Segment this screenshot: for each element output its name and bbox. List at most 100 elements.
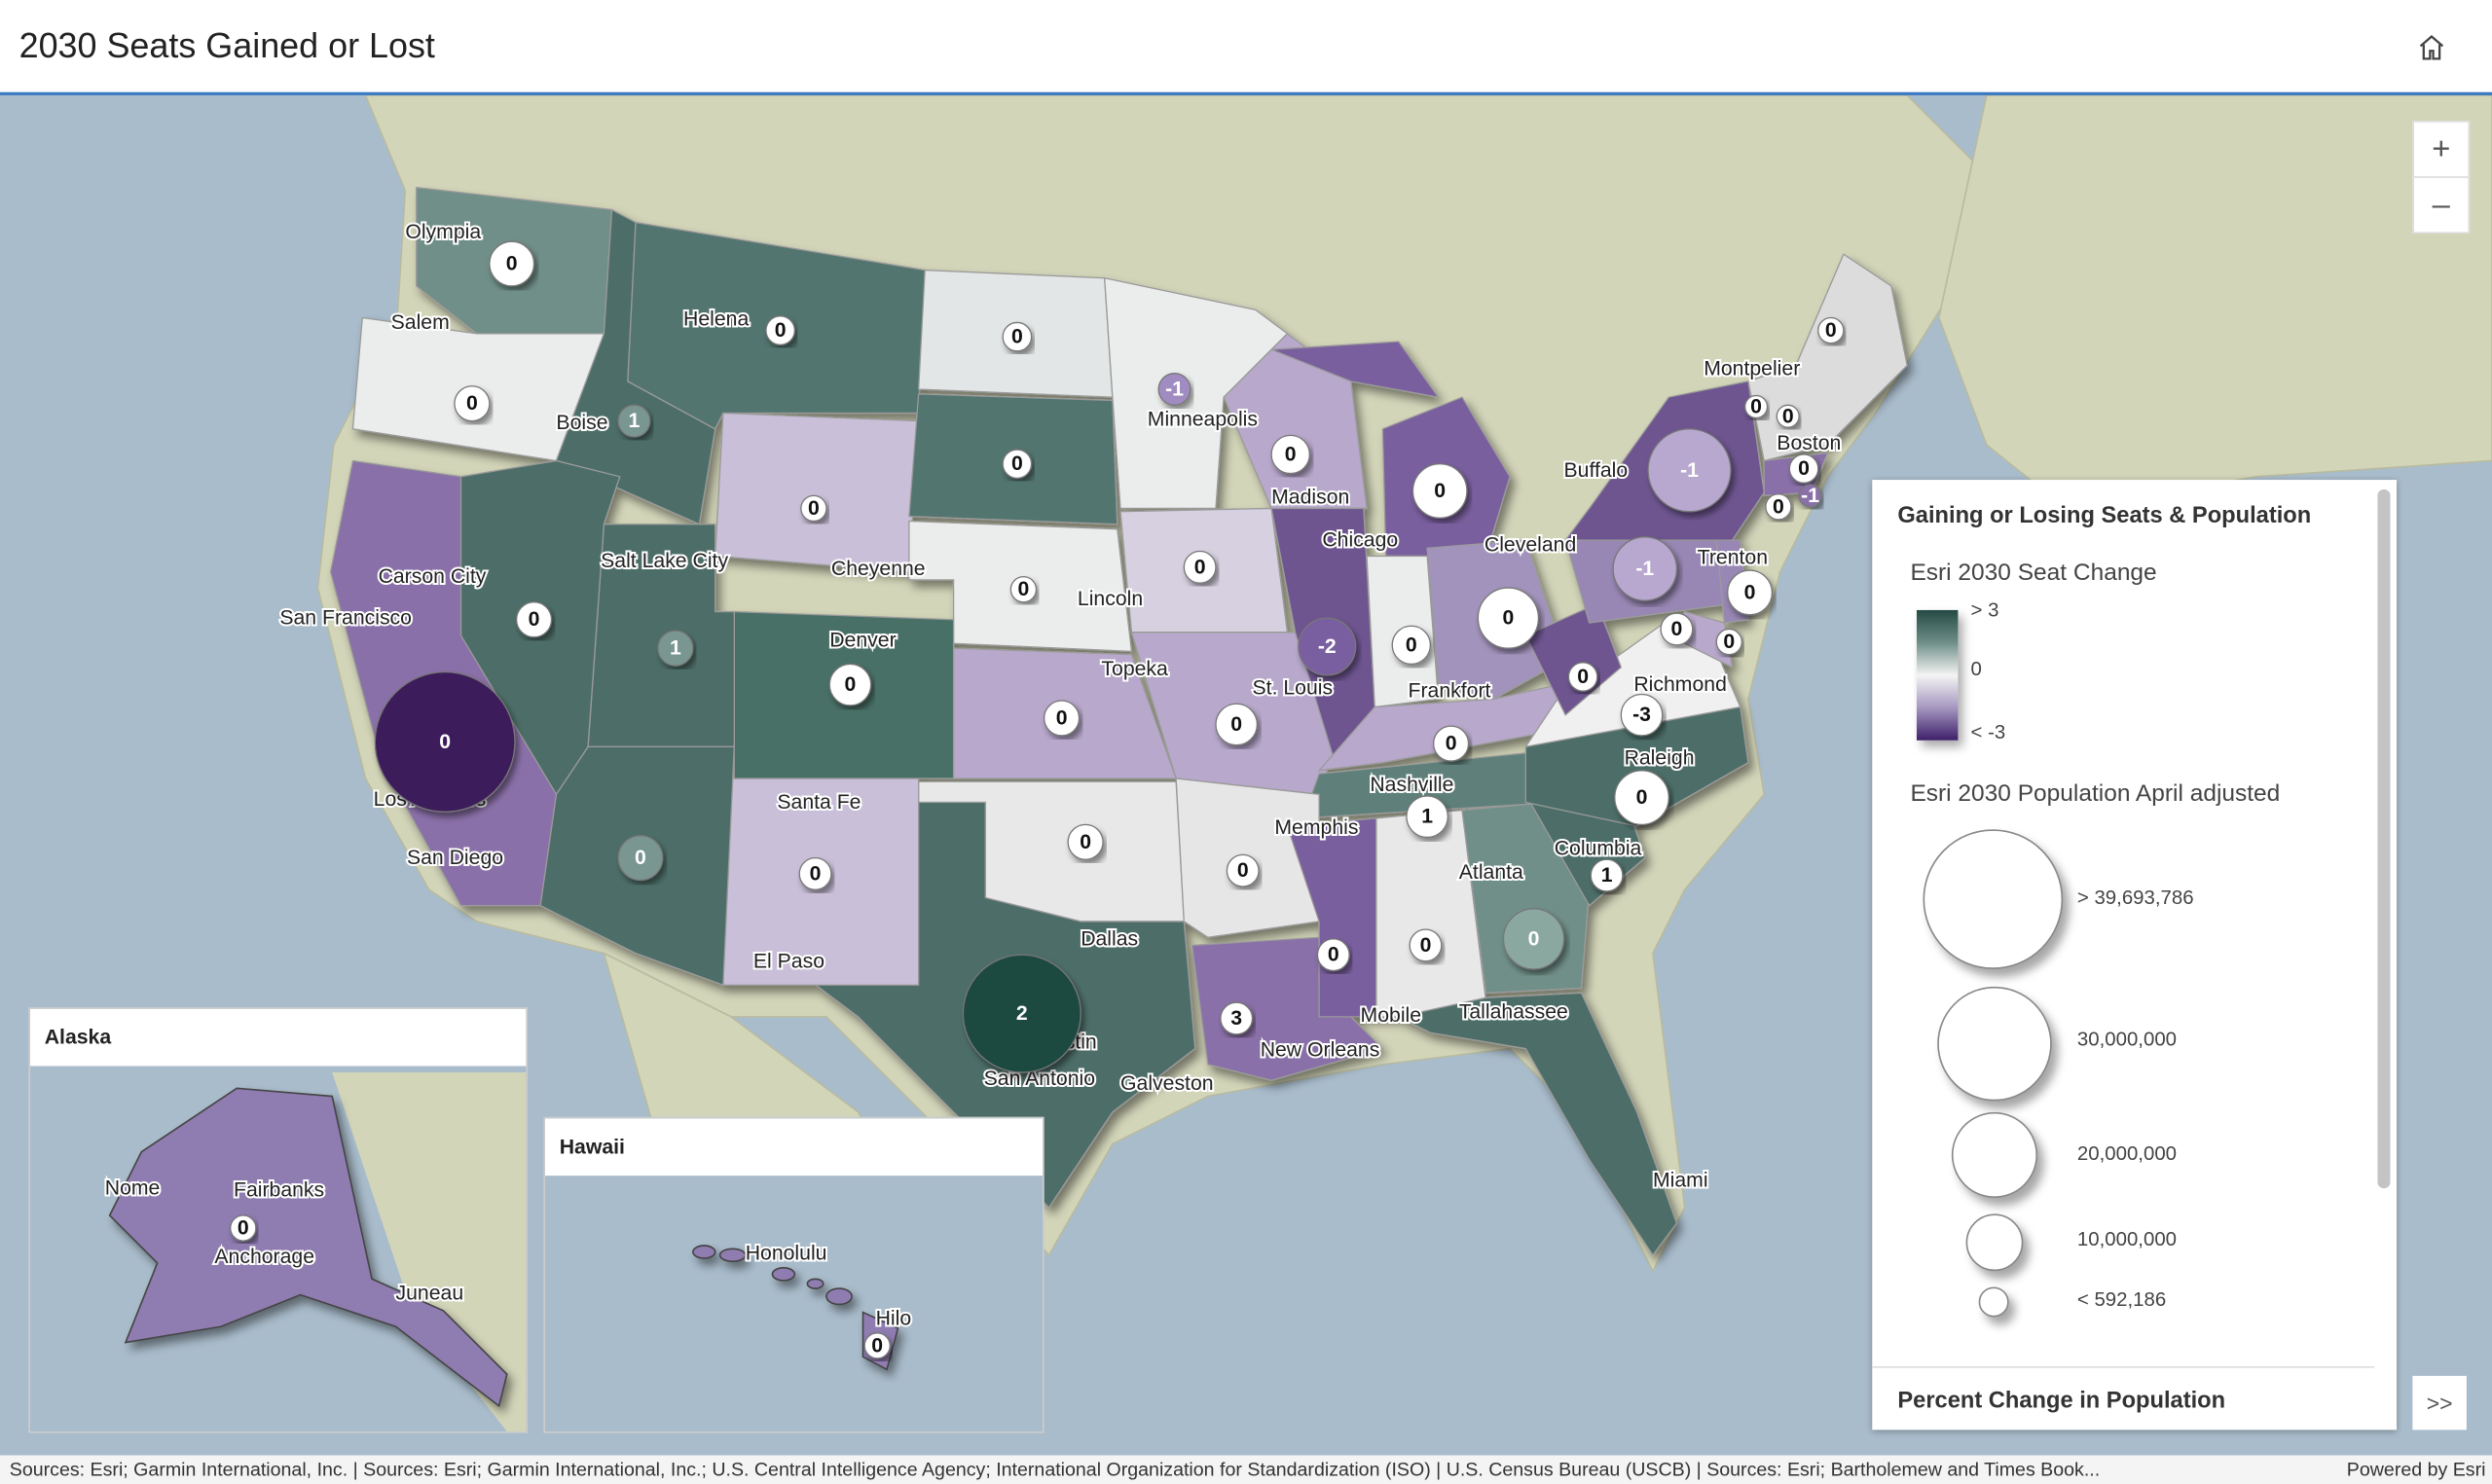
map-view[interactable]: Olympia Salem Helena Boise Minneapolis Carson…	[0, 94, 2492, 1456]
seat-change-bubble[interactable]: 0	[1477, 587, 1540, 649]
hawaii-inset[interactable]: Honolulu Hilo 0 Hawaii	[543, 1116, 1044, 1433]
bubble-circle[interactable]	[1002, 449, 1033, 480]
seat-change-bubble[interactable]: 0	[374, 670, 516, 813]
bubble-circle[interactable]	[1270, 434, 1310, 475]
seat-change-bubble[interactable]: 1	[1406, 795, 1448, 839]
seat-change-bubble[interactable]: 0	[1002, 449, 1033, 480]
seat-change-bubble[interactable]: 0	[1743, 394, 1769, 419]
bubble-circle[interactable]	[1391, 625, 1432, 666]
bubble-circle[interactable]	[962, 954, 1081, 1073]
home-icon[interactable]	[2416, 32, 2448, 64]
seat-change-bubble[interactable]: 0	[489, 240, 535, 287]
seat-change-bubble[interactable]: 0	[1226, 853, 1260, 887]
bubble-circle[interactable]	[515, 601, 553, 638]
seat-change-bubble[interactable]: 0	[1776, 404, 1800, 428]
seat-change-bubble[interactable]: 0	[1409, 928, 1443, 962]
seat-change-bubble[interactable]: -1	[1612, 536, 1678, 601]
seat-change-bubble[interactable]: 1	[617, 404, 651, 438]
bubble-circle[interactable]	[1743, 394, 1769, 419]
bubble-circle[interactable]	[489, 240, 535, 287]
seat-change-bubble[interactable]: 0	[1817, 316, 1845, 344]
bubble-circle[interactable]	[1612, 536, 1678, 601]
bubble-circle[interactable]	[1316, 938, 1350, 972]
state-region[interactable]	[1103, 276, 1289, 510]
zoom-out-button[interactable]: –	[2412, 176, 2471, 234]
seat-change-bubble[interactable]: 0	[230, 1214, 257, 1242]
seat-change-bubble[interactable]: 0	[800, 494, 827, 523]
seat-change-bubble[interactable]: 0	[798, 856, 832, 890]
seat-change-bubble[interactable]: -1	[1647, 428, 1732, 513]
seat-change-bubble[interactable]: 0	[1567, 662, 1598, 692]
bubble-circle[interactable]	[1411, 463, 1468, 519]
seat-change-bubble[interactable]: 0	[515, 601, 553, 638]
bubble-circle[interactable]	[1406, 795, 1448, 839]
legend-scrollbar[interactable]	[2377, 489, 2391, 1189]
bubble-circle[interactable]	[1226, 853, 1260, 887]
seat-change-bubble[interactable]: 3	[1220, 1001, 1254, 1035]
bubble-circle[interactable]	[1590, 858, 1624, 892]
bubble-circle[interactable]	[1567, 662, 1598, 692]
bubble-circle[interactable]	[1788, 453, 1819, 484]
expand-legend-button[interactable]: >>	[2412, 1375, 2467, 1430]
seat-change-bubble[interactable]: 0	[1715, 628, 1743, 656]
bubble-circle[interactable]	[800, 494, 827, 523]
bubble-circle[interactable]	[617, 404, 651, 438]
bubble-circle[interactable]	[1798, 484, 1822, 508]
bubble-circle[interactable]	[1220, 1001, 1254, 1035]
seat-change-bubble[interactable]: 0	[1391, 625, 1432, 666]
seat-change-bubble[interactable]: -2	[1298, 617, 1357, 676]
bubble-circle[interactable]	[1002, 321, 1033, 352]
seat-change-bubble[interactable]: 0	[617, 835, 664, 882]
bubble-circle[interactable]	[230, 1214, 257, 1242]
bubble-circle[interactable]	[1817, 316, 1845, 344]
seat-change-bubble[interactable]: 0	[1215, 703, 1259, 746]
seat-change-bubble[interactable]: 0	[863, 1332, 891, 1359]
state-region[interactable]	[1524, 602, 1623, 716]
map-canvas[interactable]: Olympia Salem Helena Boise Minneapolis Carson…	[0, 94, 2492, 1456]
bubble-circle[interactable]	[1067, 823, 1104, 860]
state-region[interactable]	[1523, 618, 1741, 748]
state-region[interactable]	[715, 412, 920, 573]
bubble-circle[interactable]	[1620, 693, 1664, 737]
bubble-circle[interactable]	[617, 835, 664, 882]
state-region[interactable]	[1286, 817, 1377, 1018]
bubble-circle[interactable]	[1765, 493, 1792, 521]
bubble-circle[interactable]	[1727, 569, 1774, 616]
seat-change-bubble[interactable]: 0	[828, 663, 872, 706]
bubble-circle[interactable]	[765, 315, 795, 345]
seat-change-bubble[interactable]: 0	[1614, 770, 1669, 825]
bubble-circle[interactable]	[1432, 725, 1470, 762]
seat-change-bubble[interactable]: 0	[1183, 550, 1217, 584]
alaska-inset[interactable]: Nome Fairbanks Anchorage Juneau 0 Alaska	[28, 1007, 529, 1433]
bubble-circle[interactable]	[454, 385, 491, 422]
seat-change-bubble[interactable]: 0	[1788, 453, 1819, 484]
state-region[interactable]	[1223, 332, 1368, 510]
bubble-circle[interactable]	[1715, 628, 1743, 656]
seat-change-bubble[interactable]: 0	[1316, 938, 1350, 972]
seat-change-bubble[interactable]: 0	[1727, 569, 1774, 616]
seat-change-bubble[interactable]: 0	[1067, 823, 1104, 860]
seat-change-bubble[interactable]: 0	[1502, 908, 1565, 970]
state-region[interactable]	[1396, 992, 1678, 1256]
bubble-circle[interactable]	[1660, 612, 1694, 646]
zoom-in-button[interactable]: +	[2412, 121, 2471, 178]
seat-change-bubble[interactable]: 1	[1590, 858, 1624, 892]
bubble-circle[interactable]	[374, 670, 516, 813]
bubble-circle[interactable]	[1183, 550, 1217, 584]
seat-change-bubble[interactable]: 0	[1270, 434, 1310, 475]
seat-change-bubble[interactable]: 0	[1002, 321, 1033, 352]
seat-change-bubble[interactable]: -3	[1620, 693, 1664, 737]
seat-change-bubble[interactable]: 0	[454, 385, 491, 422]
seat-change-bubble[interactable]: 0	[1411, 463, 1468, 519]
seat-change-bubble[interactable]: 0	[765, 315, 795, 345]
bubble-circle[interactable]	[1043, 700, 1081, 737]
seat-change-bubble[interactable]: 1	[657, 630, 694, 667]
bubble-circle[interactable]	[1647, 428, 1732, 513]
bubble-circle[interactable]	[1409, 928, 1443, 962]
bubble-circle[interactable]	[657, 630, 694, 667]
bubble-circle[interactable]	[1157, 373, 1191, 406]
seat-change-bubble[interactable]: 0	[1765, 493, 1792, 521]
seat-change-bubble[interactable]: 0	[1660, 612, 1694, 646]
bubble-circle[interactable]	[1215, 703, 1259, 746]
bubble-circle[interactable]	[863, 1332, 891, 1359]
